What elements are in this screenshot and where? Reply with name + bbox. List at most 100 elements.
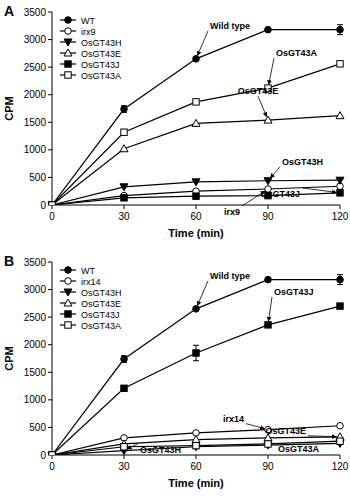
series-marker: [49, 202, 56, 205]
series-line: [52, 280, 340, 455]
annotation-arrow: [269, 58, 274, 84]
series-marker: [265, 276, 272, 283]
y-tick: [48, 149, 52, 150]
panel: A05001000150020002500300035000306090120T…: [3, 3, 349, 239]
series-line: [52, 64, 340, 205]
series-marker: [337, 276, 344, 283]
annotation: OsGT43A: [278, 444, 320, 454]
series-marker: [121, 106, 128, 113]
annotation-arrow: [258, 96, 266, 116]
error-bar: [337, 275, 343, 285]
legend-label: irx9: [81, 27, 96, 37]
y-tick-label: 500: [29, 172, 46, 183]
legend-label: OsGT43E: [81, 49, 121, 59]
annotation-arrow: [128, 444, 138, 449]
annotation-arrow: [198, 281, 208, 305]
series-marker: [193, 99, 199, 105]
y-tick: [48, 12, 52, 13]
series-marker: [121, 385, 127, 391]
annotation-arrow: [198, 31, 208, 55]
series-marker: [49, 202, 56, 205]
series-marker: [337, 190, 343, 196]
legend-marker: [65, 311, 71, 317]
series-marker: [48, 451, 56, 455]
legend: WTirx14OsGT43HOsGT43EOsGT43JOsGT43A: [60, 266, 122, 331]
series-marker: [337, 26, 344, 33]
series-marker: [336, 112, 344, 119]
series-marker: [264, 116, 272, 123]
y-axis-label: CPM: [3, 96, 15, 120]
series-marker: [121, 356, 128, 363]
panel: B05001000150020002500300035000306090120T…: [3, 253, 349, 489]
x-tick: [52, 205, 53, 209]
x-tick: [268, 455, 269, 459]
series-marker: [193, 442, 199, 448]
series-marker: [336, 177, 344, 184]
x-tick: [196, 205, 197, 209]
legend-marker: [65, 278, 72, 285]
y-tick-label: 2000: [24, 339, 47, 350]
x-axis-label: Time (min): [168, 227, 224, 239]
legend-label: OsGT43J: [81, 60, 120, 70]
panel-label: A: [4, 3, 14, 19]
error-bar: [193, 345, 199, 360]
series-marker: [192, 179, 200, 186]
plot-area: [48, 275, 344, 455]
x-tick: [124, 205, 125, 209]
legend-marker: [65, 72, 71, 78]
series-marker: [337, 422, 344, 429]
y-tick-label: 1000: [24, 394, 47, 405]
series-line: [52, 426, 340, 455]
y-axis: [52, 12, 53, 205]
annotation: irx14: [223, 414, 244, 424]
series-marker: [192, 119, 200, 126]
annotation: Wild type: [210, 271, 250, 281]
legend-label: WT: [81, 16, 95, 26]
annotation-arrow: [302, 188, 336, 192]
x-tick-label: 0: [49, 211, 55, 222]
series-marker: [49, 452, 55, 455]
legend-marker: [65, 28, 72, 35]
legend-marker: [64, 299, 72, 306]
legend-marker: [65, 61, 71, 67]
y-tick: [48, 399, 52, 400]
series-marker: [48, 201, 56, 205]
annotation: Wild type: [210, 21, 250, 31]
x-tick: [52, 455, 53, 459]
series-marker: [193, 350, 199, 356]
y-tick: [48, 372, 52, 373]
legend-marker: [64, 39, 72, 46]
series-marker: [121, 129, 127, 135]
y-tick: [48, 289, 52, 290]
y-tick-label: 1500: [24, 367, 47, 378]
x-tick: [340, 455, 341, 459]
y-tick-label: 2500: [24, 312, 47, 323]
annotation: OsGT43E: [265, 426, 306, 436]
y-tick: [48, 317, 52, 318]
x-tick-label: 120: [332, 461, 349, 472]
series-marker: [49, 202, 55, 205]
annotation-arrow: [271, 167, 280, 178]
annotation: OsGT43E: [238, 86, 279, 96]
x-tick-label: 0: [49, 461, 55, 472]
panel-label: B: [4, 253, 14, 269]
series-marker: [48, 452, 56, 455]
series-marker: [337, 61, 343, 67]
legend-label: OsGT43H: [81, 38, 122, 48]
x-tick-label: 30: [118, 211, 130, 222]
x-tick-label: 90: [262, 211, 274, 222]
plot-area: [48, 25, 344, 205]
y-tick: [48, 94, 52, 95]
y-tick-label: 1500: [24, 117, 47, 128]
series-marker: [192, 436, 200, 443]
series-line: [52, 116, 340, 205]
y-tick: [48, 122, 52, 123]
y-tick-label: 3500: [24, 257, 47, 268]
series-marker: [121, 444, 127, 450]
legend-marker: [64, 289, 72, 296]
legend-marker: [65, 267, 72, 274]
series-marker: [265, 26, 272, 33]
x-tick: [196, 455, 197, 459]
legend-label: irx14: [81, 277, 101, 287]
annotation: OsGT43A: [276, 48, 318, 58]
